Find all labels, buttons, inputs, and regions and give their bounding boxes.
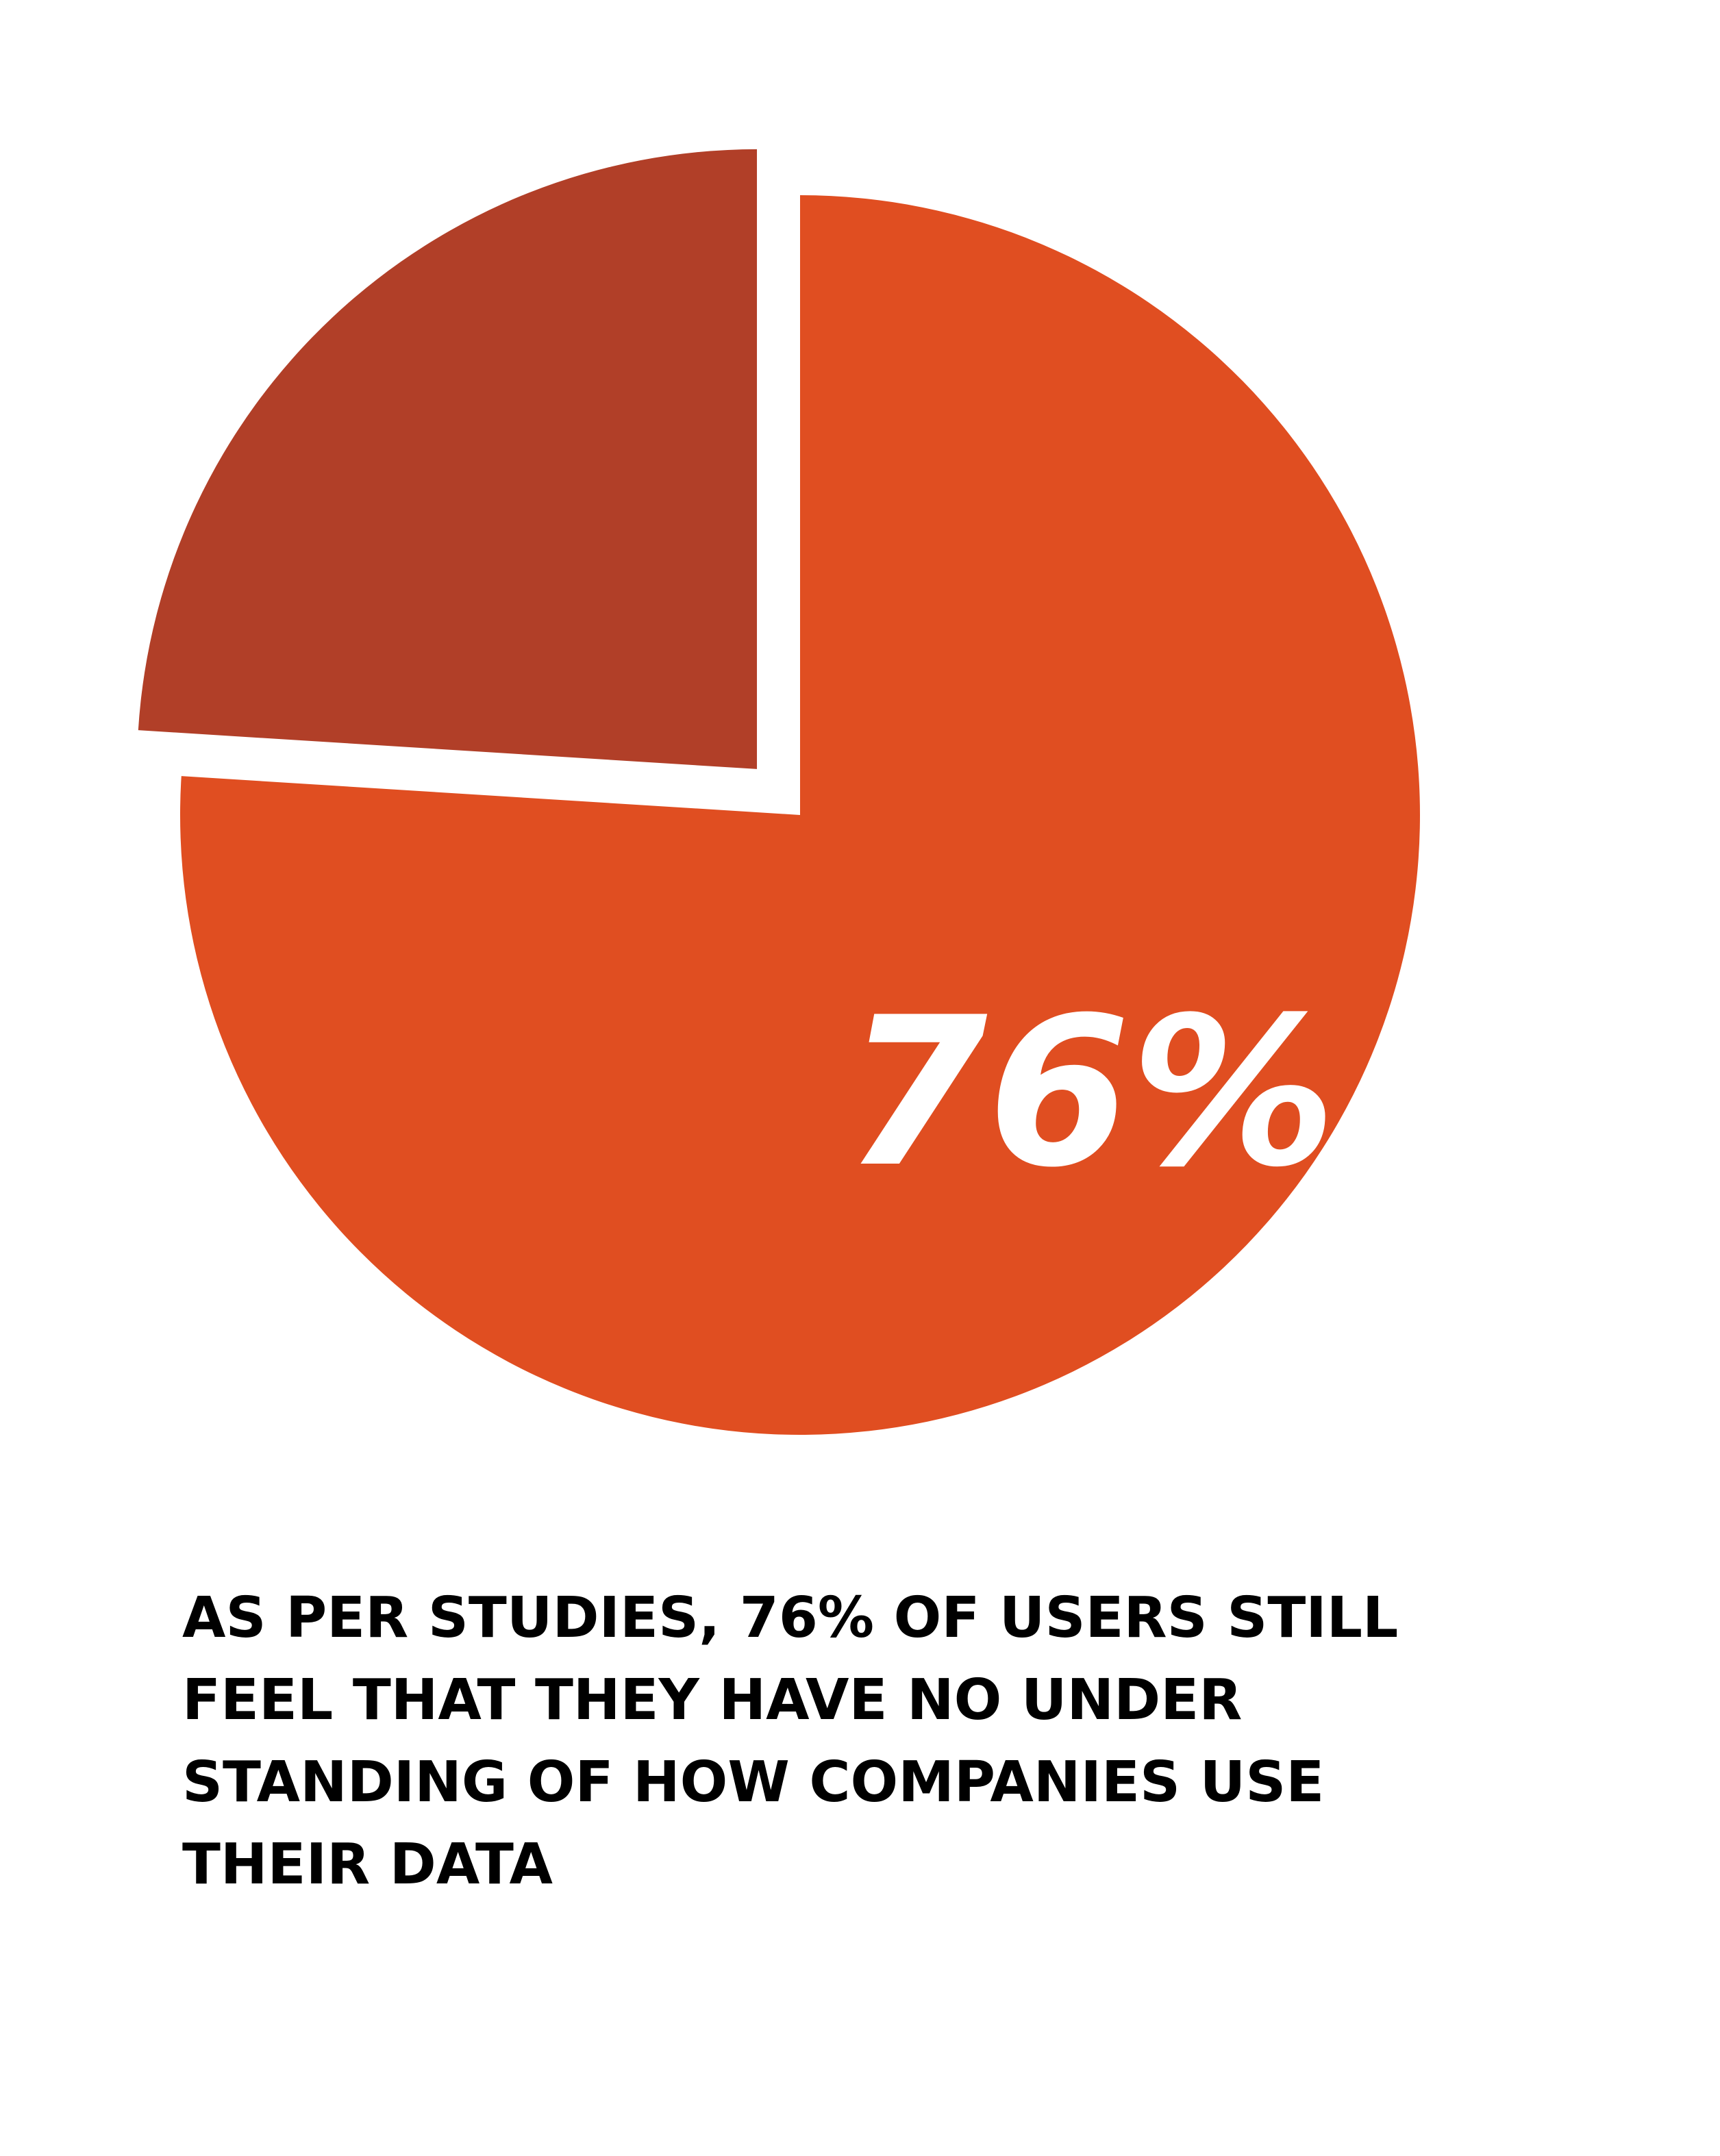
- caption-line: STANDING OF HOW COMPANIES USE: [182, 1750, 1324, 1815]
- caption-line: THEIR DATA: [182, 1832, 553, 1897]
- pie-slice: [179, 195, 1420, 1435]
- pie-slice: [138, 149, 758, 769]
- caption-line: FEEL THAT THEY HAVE NO UNDER: [182, 1668, 1242, 1733]
- slice-label: 76%: [845, 973, 1336, 1212]
- caption-line: AS PER STUDIES, 76% OF USERS STILL: [182, 1585, 1398, 1651]
